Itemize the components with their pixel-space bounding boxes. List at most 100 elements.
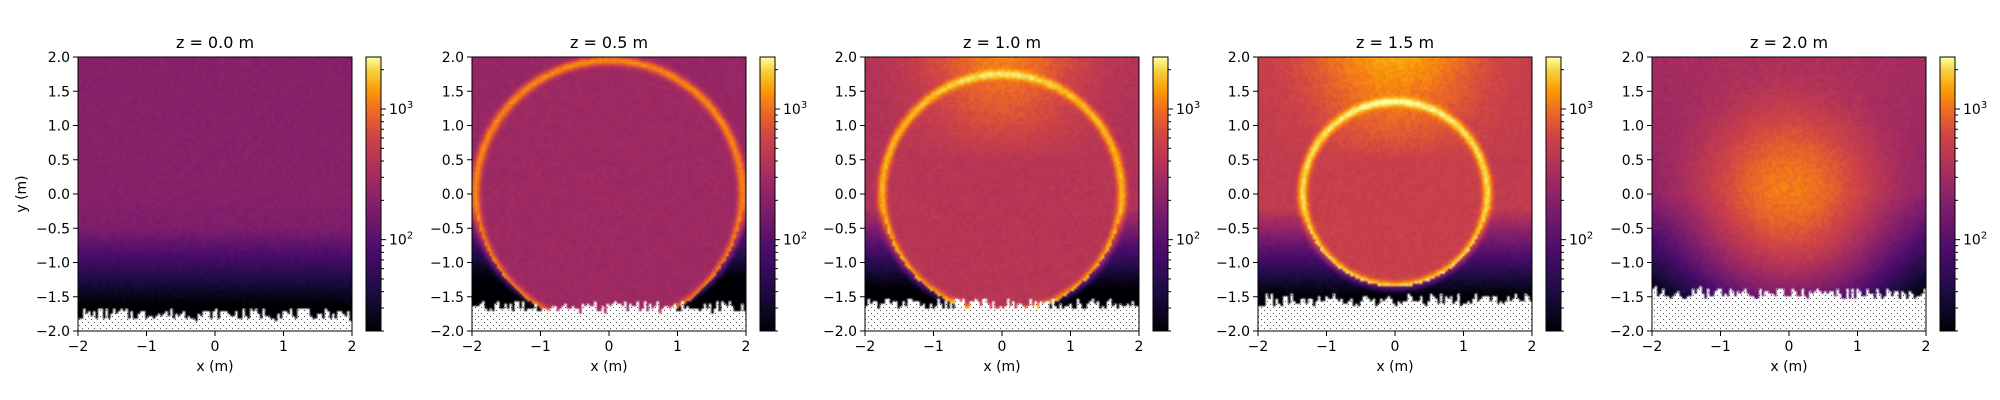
y-tick-label: 1.0	[1622, 119, 1644, 135]
y-tick-label: 2.0	[1228, 50, 1250, 66]
x-tick-label: 0	[998, 339, 1007, 355]
x-tick-label: 1	[1066, 339, 1075, 355]
y-tick-label: 0.5	[835, 153, 857, 169]
x-tick-label: 2	[1922, 339, 1931, 355]
x-tick-label: 0	[1391, 339, 1400, 355]
y-tick-label: −0.5	[823, 221, 857, 237]
x-tick-label: −1	[1316, 339, 1337, 355]
y-tick-label: −1.0	[1610, 256, 1644, 272]
x-tick-label: 2	[1135, 339, 1144, 355]
colorbar	[1152, 56, 1169, 332]
y-tick-label: −2.0	[823, 324, 857, 340]
y-tick-label: 2.0	[835, 50, 857, 66]
colorbar-tick-label: 103	[1569, 100, 1593, 118]
heatmap-image	[472, 57, 746, 331]
y-tick-label: 1.0	[1228, 119, 1250, 135]
panel-title: z = 0.5 m	[570, 33, 648, 52]
y-tick-label: −1.0	[430, 256, 464, 272]
y-tick-label: −0.5	[430, 221, 464, 237]
x-tick-label: −2	[1642, 339, 1663, 355]
x-tick-label: −1	[1710, 339, 1731, 355]
y-tick-label: 0.0	[1622, 187, 1644, 203]
x-tick-label: −1	[530, 339, 551, 355]
y-tick-label: 0.0	[1228, 187, 1250, 203]
x-tick-label: 0	[605, 339, 614, 355]
y-tick-label: −2.0	[1610, 324, 1644, 340]
panel-title: z = 1.5 m	[1356, 33, 1434, 52]
x-axis-label: x (m)	[590, 359, 627, 375]
panel-title: z = 1.0 m	[963, 33, 1041, 52]
y-tick-label: 1.5	[1228, 84, 1250, 100]
x-axis-label: x (m)	[1770, 359, 1807, 375]
y-tick-label: −0.5	[1610, 221, 1644, 237]
y-tick-label: 2.0	[1622, 50, 1644, 66]
y-tick-label: −1.5	[1610, 290, 1644, 306]
y-tick-label: −1.5	[430, 290, 464, 306]
heatmap-image	[78, 57, 352, 331]
colorbar	[365, 56, 382, 332]
y-tick-label: 0.0	[835, 187, 857, 203]
y-tick-label: −1.0	[823, 256, 857, 272]
y-tick-label: 1.0	[442, 119, 464, 135]
y-tick-label: 0.5	[48, 153, 70, 169]
colorbar-tick-label: 103	[1963, 100, 1987, 118]
y-tick-label: −2.0	[36, 324, 70, 340]
x-axis-label: x (m)	[983, 359, 1020, 375]
x-tick-label: 1	[1853, 339, 1862, 355]
y-tick-label: −2.0	[430, 324, 464, 340]
x-tick-label: 2	[1528, 339, 1537, 355]
y-tick-label: 1.0	[835, 119, 857, 135]
x-tick-label: −1	[136, 339, 157, 355]
colorbar-tick-label: 102	[1569, 231, 1593, 249]
y-tick-label: −1.0	[36, 256, 70, 272]
panel-4: z = 2.0 m −2 −1 0 1 2 x (m) −2.0 −1.5 −1.0 −0.5 0.0…	[1610, 33, 1987, 375]
panel-2: z = 1.0 m −2 −1 0 1 2 x (m) −2.0 −1.5 −1.0 −0.5 0.0…	[823, 33, 1200, 375]
y-tick-label: 1.5	[48, 84, 70, 100]
y-tick-label: 1.5	[442, 84, 464, 100]
x-tick-label: −2	[855, 339, 876, 355]
y-tick-label: 2.0	[442, 50, 464, 66]
x-axis-label: x (m)	[196, 359, 233, 375]
x-tick-label: 1	[279, 339, 288, 355]
x-tick-label: −1	[923, 339, 944, 355]
x-axis-label: x (m)	[1376, 359, 1413, 375]
y-tick-label: −1.0	[1216, 256, 1250, 272]
y-tick-label: 0.5	[1622, 153, 1644, 169]
colorbar-tick-label: 102	[1176, 231, 1200, 249]
panel-title: z = 0.0 m	[176, 33, 254, 52]
y-tick-label: 1.0	[48, 119, 70, 135]
y-tick-label: 0.0	[442, 187, 464, 203]
y-axis-label: y (m)	[14, 175, 30, 212]
colorbar-tick-label: 103	[389, 100, 413, 118]
y-tick-label: 0.5	[1228, 153, 1250, 169]
y-tick-label: −1.5	[823, 290, 857, 306]
y-tick-label: 0.5	[442, 153, 464, 169]
y-tick-label: 1.5	[1622, 84, 1644, 100]
y-tick-label: 1.5	[835, 84, 857, 100]
panel-1: z = 0.5 m −2 −1 0 1 2 x (m) −2.0 −1.5 −1.0 −0.5 0.0…	[430, 33, 807, 375]
colorbar-tick-label: 102	[1963, 231, 1987, 249]
panel-0: z = 0.0 m −2 −1 0 1 2 x (m) −2.0 −1.5 −1.0 −0.5 0.0…	[14, 33, 413, 375]
y-tick-label: −2.0	[1216, 324, 1250, 340]
colorbar	[759, 56, 776, 332]
y-tick-label: −0.5	[1216, 221, 1250, 237]
y-tick-label: 2.0	[48, 50, 70, 66]
x-tick-label: −2	[1248, 339, 1269, 355]
y-tick-label: −1.5	[1216, 290, 1250, 306]
y-tick-label: −1.5	[36, 290, 70, 306]
heatmap-image	[1258, 57, 1532, 331]
colorbar-tick-label: 102	[783, 231, 807, 249]
x-tick-label: 1	[673, 339, 682, 355]
colorbar	[1939, 56, 1956, 332]
x-tick-label: 2	[348, 339, 357, 355]
x-tick-label: 1	[1459, 339, 1468, 355]
panel-3: z = 1.5 m −2 −1 0 1 2 x (m) −2.0 −1.5 −1.0 −0.5 0.0…	[1216, 33, 1593, 375]
colorbar-tick-label: 102	[389, 231, 413, 249]
x-tick-label: −2	[462, 339, 483, 355]
colorbar	[1545, 56, 1562, 332]
colorbar-tick-label: 103	[783, 100, 807, 118]
colorbar-tick-label: 103	[1176, 100, 1200, 118]
y-tick-label: −0.5	[36, 221, 70, 237]
panel-title: z = 2.0 m	[1750, 33, 1828, 52]
